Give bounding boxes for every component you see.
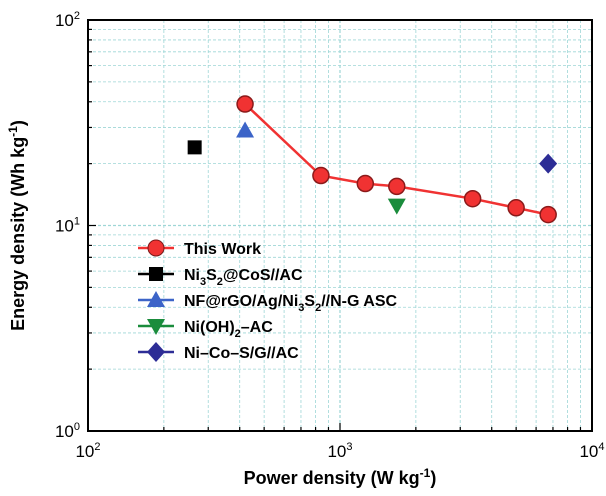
x-tick-exp: 4 bbox=[598, 441, 604, 453]
legend-label-this-work: This Work bbox=[184, 241, 261, 258]
x-axis-title: Power density (W kg-1) bbox=[244, 466, 437, 488]
x-tick-base: 10 bbox=[579, 442, 598, 461]
legend-item-this-work: This Work bbox=[138, 239, 261, 258]
y-axis-title-tail: ) bbox=[8, 120, 28, 126]
data-point-nf-rgo-ag bbox=[236, 121, 255, 138]
data-point-ni-co-s-g-ac bbox=[539, 153, 558, 174]
y-tick-base: 10 bbox=[55, 11, 74, 30]
data-point-this-work bbox=[463, 189, 482, 208]
legend-item-nioh2-ac: Ni(OH)2–AC bbox=[138, 319, 273, 340]
data-point-nioh2-ac bbox=[387, 198, 406, 215]
legend-marker-nf-rgo-ag bbox=[147, 291, 165, 307]
legend-label-nioh2-ac: Ni(OH)2–AC bbox=[184, 319, 273, 340]
plot-frame bbox=[87, 19, 593, 432]
x-axis-title-base: Power density (W kg bbox=[244, 468, 420, 488]
legend-item-ni-co-s-g-ac: Ni–Co–S/G//AC bbox=[138, 342, 299, 362]
y-tick-exp: 0 bbox=[74, 421, 80, 433]
legend-label-part: Ni(OH) bbox=[184, 319, 235, 336]
data-point-ni3s2-cos-ac bbox=[187, 140, 202, 155]
grid-lines bbox=[88, 20, 592, 431]
legend-marker-nioh2-ac bbox=[147, 319, 165, 335]
series-ni-co-s-g-ac bbox=[539, 153, 558, 174]
x-tick-base: 10 bbox=[327, 442, 346, 461]
y-tick-label: 100 bbox=[55, 421, 80, 441]
data-point-this-work bbox=[507, 199, 525, 217]
x-tick-label: 102 bbox=[75, 441, 100, 461]
x-tick-exp: 3 bbox=[346, 441, 352, 453]
x-tick-label: 104 bbox=[579, 441, 604, 461]
y-tick-base: 10 bbox=[55, 217, 74, 236]
legend-item-nf-rgo-ag: NF@rGO/Ag/Ni3S2//N-G ASC bbox=[138, 291, 397, 314]
data-point-this-work bbox=[356, 174, 375, 193]
y-axis-title-sup: -1 bbox=[6, 126, 20, 137]
x-axis-title-tail: ) bbox=[430, 468, 436, 488]
data-point-this-work bbox=[539, 205, 557, 224]
x-axis-title-sup: -1 bbox=[420, 466, 431, 480]
legend-label-nf-rgo-ag: NF@rGO/Ag/Ni3S2//N-G ASC bbox=[184, 293, 397, 314]
y-tick-base: 10 bbox=[55, 422, 74, 441]
legend-marker-ni-co-s-g-ac bbox=[147, 342, 165, 362]
x-tick-base: 10 bbox=[75, 442, 94, 461]
legend-label-part: –AC bbox=[241, 319, 273, 336]
legend-label-part: Ni–Co–S/G//AC bbox=[184, 345, 299, 362]
legend-label-part: S bbox=[206, 267, 217, 284]
legend-label-part: S bbox=[304, 293, 315, 310]
legend-label-part: @CoS//AC bbox=[223, 267, 303, 284]
legend-label-part: 2 bbox=[217, 276, 223, 288]
series-this-work bbox=[236, 95, 557, 224]
legend-marker-this-work bbox=[147, 239, 165, 257]
y-tick-exp: 2 bbox=[74, 10, 80, 22]
series-nf-rgo-ag bbox=[236, 121, 255, 138]
data-point-this-work bbox=[312, 166, 330, 185]
legend-label-part: NF@rGO/Ag/Ni bbox=[184, 293, 298, 310]
data-series bbox=[187, 95, 558, 224]
y-tick-exp: 1 bbox=[74, 216, 80, 228]
legend-label-part: 2 bbox=[315, 302, 321, 314]
legend: This WorkNi3S2@CoS//ACNF@rGO/Ag/Ni3S2//N… bbox=[138, 239, 397, 362]
legend-label-part: Ni bbox=[184, 267, 200, 284]
x-tick-label: 103 bbox=[327, 441, 352, 461]
series-nioh2-ac bbox=[387, 198, 406, 215]
series-ni3s2-cos-ac bbox=[187, 140, 202, 155]
legend-label-ni-co-s-g-ac: Ni–Co–S/G//AC bbox=[184, 345, 299, 362]
legend-label-ni3s2-cos-ac: Ni3S2@CoS//AC bbox=[184, 267, 303, 288]
legend-label-part: 3 bbox=[200, 276, 206, 288]
data-point-this-work bbox=[388, 177, 406, 196]
data-point-this-work bbox=[236, 95, 254, 113]
legend-label-part: 3 bbox=[298, 302, 304, 314]
x-tick-exp: 2 bbox=[94, 441, 100, 453]
y-axis-title-base: Energy density (Wh kg bbox=[8, 137, 28, 331]
legend-label-part: This Work bbox=[184, 241, 261, 258]
legend-label-part: 2 bbox=[235, 328, 241, 340]
y-tick-label: 101 bbox=[55, 216, 80, 236]
legend-marker-ni3s2-cos-ac bbox=[149, 267, 163, 281]
y-tick-label: 102 bbox=[55, 10, 80, 30]
legend-label-part: //N-G ASC bbox=[321, 293, 397, 310]
legend-item-ni3s2-cos-ac: Ni3S2@CoS//AC bbox=[138, 267, 303, 288]
y-axis-title: Energy density (Wh kg-1) bbox=[6, 120, 28, 331]
